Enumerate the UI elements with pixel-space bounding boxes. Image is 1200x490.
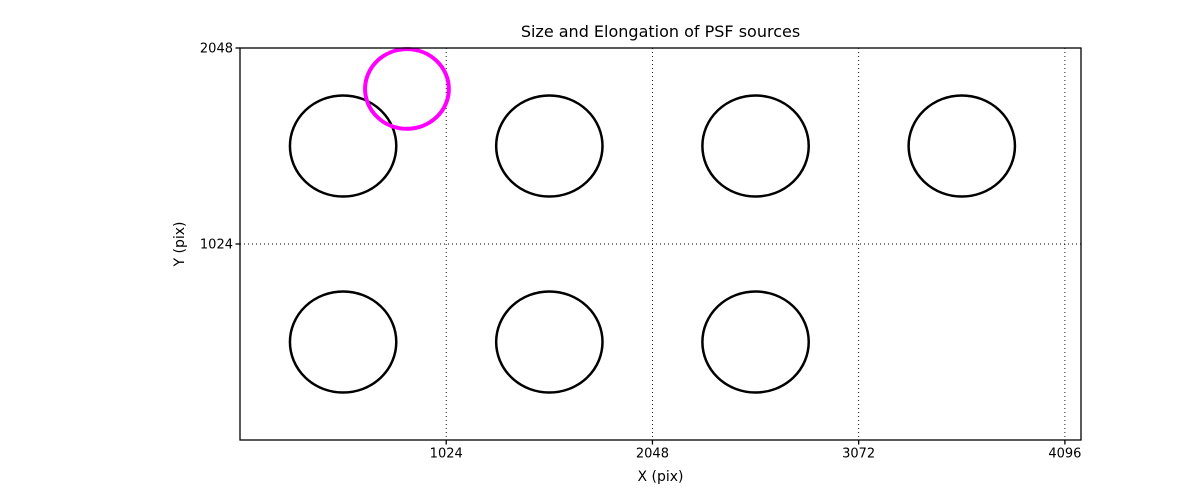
tick-layer: 1024 2048 3072 4096 1024 2048	[200, 42, 1082, 462]
chart-title: Size and Elongation of PSF sources	[521, 22, 800, 41]
psf-source-ellipse	[494, 290, 604, 394]
psf-sources-layer	[288, 47, 1017, 394]
psf-source-ellipse	[701, 94, 810, 198]
x-tick-label: 2048	[636, 447, 669, 462]
y-tick-label: 2048	[200, 42, 233, 57]
psf-source-ellipse	[701, 290, 810, 394]
x-tick-label: 3072	[842, 447, 875, 462]
psf-source-ellipse	[288, 94, 398, 198]
highlighted-source-ellipse	[363, 47, 451, 131]
y-axis-label: Y (pix)	[172, 222, 188, 268]
psf-source-ellipse	[907, 94, 1017, 198]
psf-source-ellipse	[288, 290, 398, 394]
psf-source-ellipse	[494, 94, 604, 198]
x-tick-label: 4096	[1048, 447, 1081, 462]
x-tick-label: 1024	[430, 447, 463, 462]
grid-layer	[240, 47, 1081, 440]
y-tick-label: 1024	[200, 238, 233, 253]
x-axis-label: X (pix)	[637, 469, 683, 485]
